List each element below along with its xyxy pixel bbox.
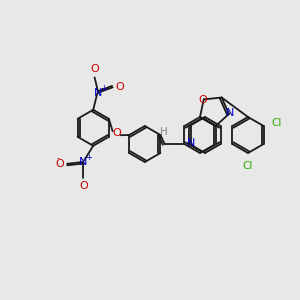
- Text: O: O: [198, 95, 207, 105]
- Text: +: +: [85, 154, 92, 163]
- Text: H: H: [160, 127, 167, 137]
- Text: N: N: [79, 157, 88, 167]
- Text: O: O: [79, 181, 88, 191]
- Text: O: O: [112, 128, 121, 138]
- Text: N: N: [94, 88, 102, 98]
- Text: +: +: [100, 84, 107, 93]
- Text: N: N: [186, 138, 195, 148]
- Text: O: O: [90, 64, 99, 74]
- Text: O: O: [116, 82, 124, 92]
- Text: O: O: [56, 159, 64, 169]
- Text: N: N: [226, 108, 234, 118]
- Text: Cl: Cl: [243, 161, 253, 171]
- Text: Cl: Cl: [272, 118, 282, 128]
- Text: -: -: [57, 154, 60, 163]
